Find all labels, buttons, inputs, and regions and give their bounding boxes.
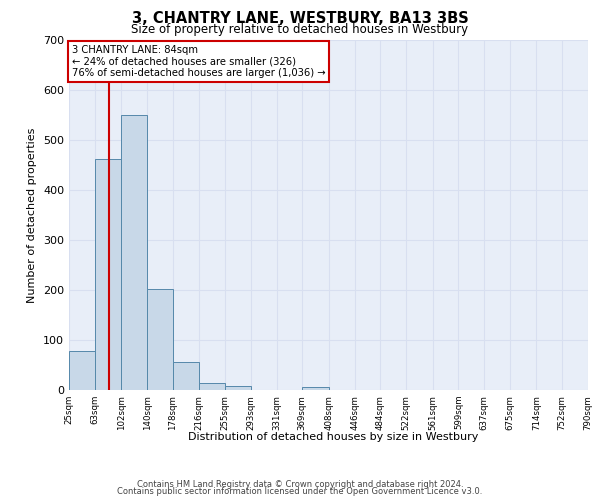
Bar (147, 288, 173, 390)
Bar (302, 386, 329, 390)
Bar (173, 362, 199, 390)
Bar (121, 115, 147, 390)
Bar (225, 386, 251, 390)
Text: Distribution of detached houses by size in Westbury: Distribution of detached houses by size … (188, 432, 478, 442)
Bar (199, 382, 225, 390)
Y-axis label: Number of detached properties: Number of detached properties (28, 128, 37, 302)
Text: 3, CHANTRY LANE, WESTBURY, BA13 3BS: 3, CHANTRY LANE, WESTBURY, BA13 3BS (131, 11, 469, 26)
Text: 3 CHANTRY LANE: 84sqm
← 24% of detached houses are smaller (326)
76% of semi-det: 3 CHANTRY LANE: 84sqm ← 24% of detached … (71, 46, 325, 78)
Bar (95, 159, 121, 390)
Text: Contains HM Land Registry data © Crown copyright and database right 2024.: Contains HM Land Registry data © Crown c… (137, 480, 463, 489)
Text: Contains public sector information licensed under the Open Government Licence v3: Contains public sector information licen… (118, 487, 482, 496)
Text: Size of property relative to detached houses in Westbury: Size of property relative to detached ho… (131, 22, 469, 36)
Bar (69, 351, 95, 390)
